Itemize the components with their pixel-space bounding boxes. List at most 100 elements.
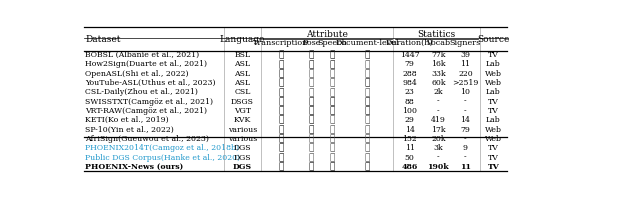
Text: ASL: ASL xyxy=(234,79,250,87)
Text: Lab: Lab xyxy=(486,88,500,96)
Text: CSL: CSL xyxy=(234,88,251,96)
Text: 79: 79 xyxy=(460,126,470,134)
Text: Language: Language xyxy=(220,35,265,44)
Text: SP-10(Yin et al., 2022): SP-10(Yin et al., 2022) xyxy=(86,126,174,134)
Text: 16k: 16k xyxy=(431,60,445,68)
Text: DGS: DGS xyxy=(233,163,252,171)
Text: DSGS: DSGS xyxy=(231,98,254,106)
Text: ✓: ✓ xyxy=(278,153,284,162)
Text: BOBSL (Albanie et al., 2021): BOBSL (Albanie et al., 2021) xyxy=(86,51,200,59)
Text: ✓: ✓ xyxy=(365,97,371,106)
Text: ✗: ✗ xyxy=(365,60,371,69)
Text: Lab: Lab xyxy=(486,60,500,68)
Text: 3k: 3k xyxy=(433,144,444,152)
Text: ✗: ✗ xyxy=(330,69,335,78)
Text: KETI(Ko et al., 2019): KETI(Ko et al., 2019) xyxy=(86,116,169,124)
Text: ✗: ✗ xyxy=(365,144,371,153)
Text: SWISSTXT(Camgöz et al., 2021): SWISSTXT(Camgöz et al., 2021) xyxy=(86,98,214,106)
Text: TV: TV xyxy=(488,144,499,152)
Text: ASL: ASL xyxy=(234,60,250,68)
Text: CSL-Daily(Zhou et al., 2021): CSL-Daily(Zhou et al., 2021) xyxy=(86,88,198,96)
Text: Web: Web xyxy=(485,135,502,143)
Text: 79: 79 xyxy=(404,60,415,68)
Text: Document-level: Document-level xyxy=(336,39,399,47)
Text: Pose: Pose xyxy=(302,39,321,47)
Text: ✓: ✓ xyxy=(278,144,284,153)
Text: 88: 88 xyxy=(404,98,415,106)
Text: -: - xyxy=(437,98,440,106)
Text: ✓: ✓ xyxy=(278,79,284,88)
Text: Source: Source xyxy=(477,35,509,44)
Text: 11: 11 xyxy=(404,144,415,152)
Text: various: various xyxy=(228,126,257,134)
Text: 17k: 17k xyxy=(431,126,445,134)
Text: DGS: DGS xyxy=(234,144,252,152)
Text: BSL: BSL xyxy=(234,51,250,59)
Text: TV: TV xyxy=(488,163,499,171)
Text: ✗: ✗ xyxy=(308,153,314,162)
Text: ✓: ✓ xyxy=(330,97,335,106)
Text: 419: 419 xyxy=(431,116,446,124)
Text: 984: 984 xyxy=(402,79,417,87)
Text: YouTube-ASL(Uthus et al., 2023): YouTube-ASL(Uthus et al., 2023) xyxy=(86,79,216,87)
Text: ✗: ✗ xyxy=(330,88,335,97)
Text: Public DGS Corpus(Hanke et al., 2020): Public DGS Corpus(Hanke et al., 2020) xyxy=(86,154,241,162)
Text: ✓: ✓ xyxy=(278,107,284,116)
Text: ✓: ✓ xyxy=(308,51,314,60)
Text: AfriSign(Gueuwou et al., 2023): AfriSign(Gueuwou et al., 2023) xyxy=(86,135,209,143)
Text: ✓: ✓ xyxy=(365,162,371,171)
Text: ✓: ✓ xyxy=(278,162,284,171)
Text: ✗: ✗ xyxy=(308,79,314,88)
Text: 14: 14 xyxy=(460,116,470,124)
Text: 39: 39 xyxy=(460,51,470,59)
Text: ✓: ✓ xyxy=(308,125,314,134)
Text: ✗: ✗ xyxy=(330,116,335,125)
Text: Transcription: Transcription xyxy=(253,39,308,47)
Text: ✓: ✓ xyxy=(365,51,371,60)
Text: ✓: ✓ xyxy=(278,88,284,97)
Text: 20k: 20k xyxy=(431,135,445,143)
Text: ✗: ✗ xyxy=(330,79,335,88)
Text: ✓: ✓ xyxy=(308,97,314,106)
Text: 486: 486 xyxy=(401,163,418,171)
Text: ✗: ✗ xyxy=(330,125,335,134)
Text: ✗: ✗ xyxy=(365,125,371,134)
Text: ✓: ✓ xyxy=(308,107,314,116)
Text: ✗: ✗ xyxy=(365,116,371,125)
Text: Signers: Signers xyxy=(450,39,481,47)
Text: ✓: ✓ xyxy=(308,162,314,171)
Text: Web: Web xyxy=(485,126,502,134)
Text: DGS: DGS xyxy=(234,154,252,162)
Text: ✓: ✓ xyxy=(278,134,284,143)
Text: various: various xyxy=(228,135,257,143)
Text: ✓: ✓ xyxy=(308,60,314,69)
Text: ✓: ✓ xyxy=(278,116,284,125)
Text: -: - xyxy=(464,135,467,143)
Text: 60k: 60k xyxy=(431,79,445,87)
Text: ✗: ✗ xyxy=(308,69,314,78)
Text: >2519: >2519 xyxy=(452,79,479,87)
Text: 100: 100 xyxy=(402,107,417,115)
Text: Attribute: Attribute xyxy=(307,30,348,39)
Text: ✗: ✗ xyxy=(308,144,314,153)
Text: ✓: ✓ xyxy=(278,97,284,106)
Text: How2Sign(Duarte et al., 2021): How2Sign(Duarte et al., 2021) xyxy=(86,60,207,68)
Text: 1447: 1447 xyxy=(400,51,419,59)
Text: -: - xyxy=(464,98,467,106)
Text: ✓: ✓ xyxy=(330,107,335,116)
Text: Dataset: Dataset xyxy=(86,35,121,44)
Text: 77k: 77k xyxy=(431,51,445,59)
Text: 190k: 190k xyxy=(428,163,449,171)
Text: ✓: ✓ xyxy=(278,60,284,69)
Text: TV: TV xyxy=(488,107,499,115)
Text: ✗: ✗ xyxy=(365,69,371,78)
Text: ✓: ✓ xyxy=(330,60,335,69)
Text: Web: Web xyxy=(485,79,502,87)
Text: -: - xyxy=(464,154,467,162)
Text: OpenASL(Shi et al., 2022): OpenASL(Shi et al., 2022) xyxy=(86,70,189,78)
Text: TV: TV xyxy=(488,51,499,59)
Text: PHOENIX2014T(Camgoz et al., 2018b): PHOENIX2014T(Camgoz et al., 2018b) xyxy=(86,144,239,152)
Text: -: - xyxy=(437,107,440,115)
Text: ✗: ✗ xyxy=(308,88,314,97)
Text: Web: Web xyxy=(485,70,502,78)
